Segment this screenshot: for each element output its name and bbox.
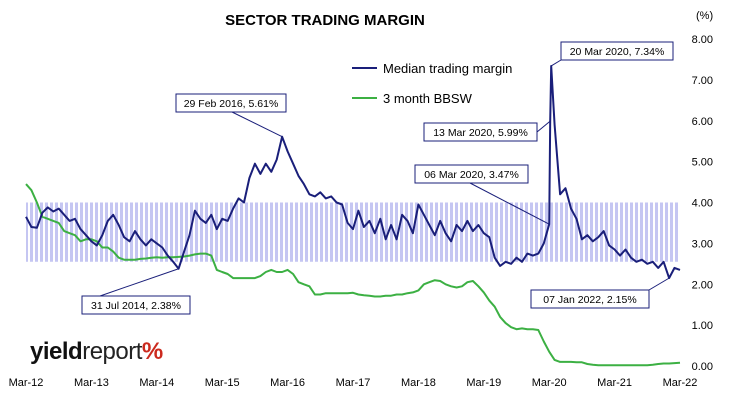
y-tick-label: 8.00 <box>692 34 713 46</box>
x-tick-label: Mar-22 <box>663 377 698 389</box>
annotation-label: 31 Jul 2014, 2.38% <box>91 300 181 312</box>
y-tick-label: 7.00 <box>692 75 713 87</box>
x-tick-label: Mar-14 <box>139 377 174 389</box>
shaded-range-band <box>26 202 680 262</box>
x-tick-label: Mar-13 <box>74 377 109 389</box>
annotation-box <box>414 164 529 184</box>
x-tick-label: Mar-17 <box>336 377 371 389</box>
annotation-label: 07 Jan 2022, 2.15% <box>543 294 636 306</box>
x-tick-label: Mar-19 <box>466 377 501 389</box>
x-tick-label: Mar-12 <box>9 377 44 389</box>
series-line-3-month-bbsw <box>25 183 681 367</box>
y-tick-label: 2.00 <box>692 279 713 291</box>
x-tick-label: Mar-20 <box>532 377 567 389</box>
y-tick-label: 0.00 <box>692 361 713 373</box>
x-tick-label: Mar-18 <box>401 377 436 389</box>
annotation-leader-line <box>550 59 562 67</box>
y-axis-unit: (%) <box>696 10 713 22</box>
x-tick-label: Mar-16 <box>270 377 305 389</box>
annotation-leader-line <box>99 268 179 297</box>
yieldreport-logo: yieldreport% <box>30 338 163 365</box>
annotation-label: 13 Mar 2020, 5.99% <box>433 127 528 139</box>
series-line-median-trading-margin <box>25 65 681 280</box>
annotation-label: 29 Feb 2016, 5.61% <box>184 98 279 110</box>
annotation-label: 20 Mar 2020, 7.34% <box>570 46 665 58</box>
legend-label: 3 month BBSW <box>383 91 473 106</box>
y-tick-label: 1.00 <box>692 320 713 332</box>
annotation-box <box>175 93 287 113</box>
annotation-box <box>530 289 650 309</box>
annotation-box <box>81 295 191 315</box>
chart-title: SECTOR TRADING MARGIN <box>225 12 425 29</box>
y-tick-label: 5.00 <box>692 157 713 169</box>
y-tick-label: 3.00 <box>692 238 713 250</box>
annotation-leader-line <box>231 111 283 138</box>
annotation-leader-line <box>648 277 670 291</box>
annotation-leader-line <box>469 182 550 225</box>
legend-label: Median trading margin <box>383 61 512 76</box>
annotation-box <box>560 41 674 61</box>
annotation-box <box>423 122 538 142</box>
y-tick-label: 4.00 <box>692 198 713 210</box>
x-tick-label: Mar-21 <box>597 377 632 389</box>
x-tick-label: Mar-15 <box>205 377 240 389</box>
y-tick-label: 6.00 <box>692 116 713 128</box>
annotation-leader-line <box>536 120 551 133</box>
annotation-label: 06 Mar 2020, 3.47% <box>424 169 519 181</box>
